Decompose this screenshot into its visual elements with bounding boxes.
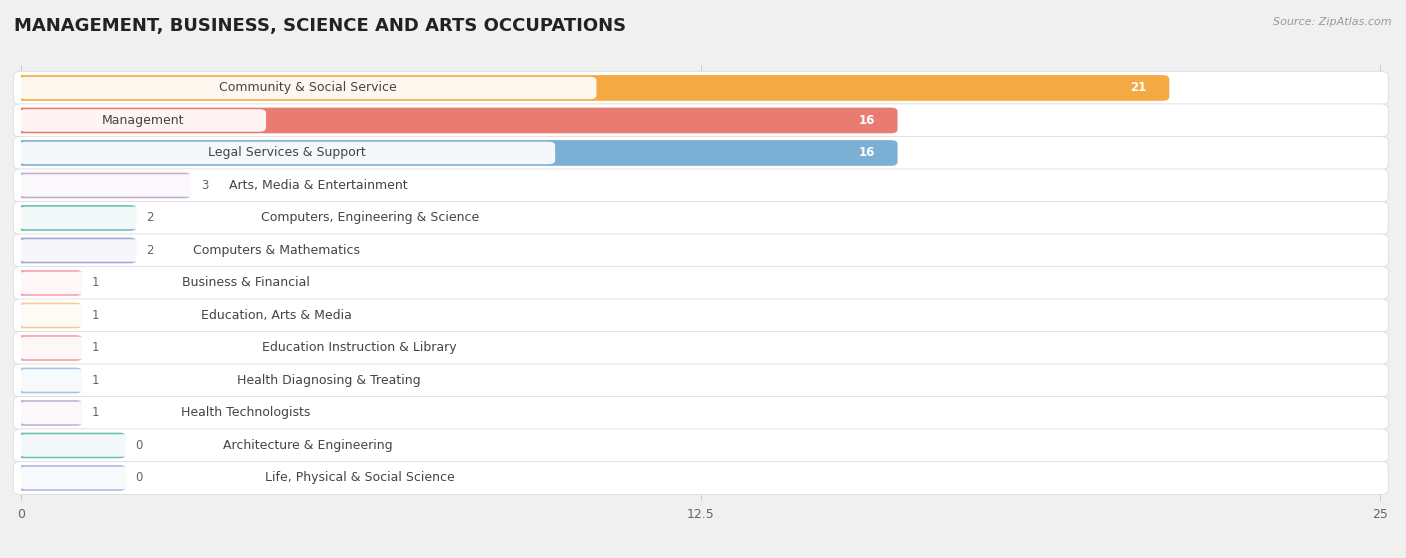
Text: Education, Arts & Media: Education, Arts & Media: [201, 309, 353, 322]
FancyBboxPatch shape: [20, 272, 472, 294]
Text: Legal Services & Support: Legal Services & Support: [208, 146, 366, 160]
Text: Life, Physical & Social Science: Life, Physical & Social Science: [264, 472, 454, 484]
FancyBboxPatch shape: [20, 369, 638, 392]
Text: Community & Social Service: Community & Social Service: [219, 81, 396, 94]
FancyBboxPatch shape: [13, 71, 1388, 104]
FancyBboxPatch shape: [13, 364, 1388, 397]
Text: Computers, Engineering & Science: Computers, Engineering & Science: [260, 211, 479, 224]
FancyBboxPatch shape: [20, 336, 700, 359]
FancyBboxPatch shape: [20, 77, 596, 99]
FancyBboxPatch shape: [15, 302, 83, 328]
FancyBboxPatch shape: [13, 136, 1388, 170]
Text: Health Diagnosing & Treating: Health Diagnosing & Treating: [236, 374, 420, 387]
FancyBboxPatch shape: [20, 142, 555, 164]
Text: Health Technologists: Health Technologists: [181, 406, 311, 420]
FancyBboxPatch shape: [20, 434, 596, 456]
Text: Business & Financial: Business & Financial: [181, 276, 309, 290]
FancyBboxPatch shape: [20, 304, 534, 326]
FancyBboxPatch shape: [15, 335, 83, 361]
Text: 1: 1: [93, 341, 100, 354]
FancyBboxPatch shape: [13, 461, 1388, 494]
Text: 21: 21: [1130, 81, 1146, 94]
Text: 1: 1: [93, 406, 100, 420]
Text: 16: 16: [858, 114, 875, 127]
Text: 2: 2: [146, 211, 155, 224]
FancyBboxPatch shape: [15, 172, 191, 198]
FancyBboxPatch shape: [13, 266, 1388, 300]
Text: 1: 1: [93, 309, 100, 322]
FancyBboxPatch shape: [20, 174, 617, 197]
FancyBboxPatch shape: [13, 234, 1388, 267]
Text: 1: 1: [93, 374, 100, 387]
FancyBboxPatch shape: [15, 75, 1170, 101]
Text: 3: 3: [201, 179, 208, 192]
Text: 1: 1: [93, 276, 100, 290]
FancyBboxPatch shape: [15, 368, 83, 393]
FancyBboxPatch shape: [15, 140, 897, 166]
FancyBboxPatch shape: [13, 396, 1388, 430]
FancyBboxPatch shape: [13, 104, 1388, 137]
FancyBboxPatch shape: [13, 331, 1388, 364]
Text: Management: Management: [101, 114, 184, 127]
FancyBboxPatch shape: [15, 270, 83, 296]
FancyBboxPatch shape: [13, 299, 1388, 332]
FancyBboxPatch shape: [13, 169, 1388, 202]
Text: 16: 16: [858, 146, 875, 160]
Text: Arts, Media & Entertainment: Arts, Media & Entertainment: [229, 179, 408, 192]
FancyBboxPatch shape: [20, 109, 266, 132]
Text: Education Instruction & Library: Education Instruction & Library: [262, 341, 457, 354]
FancyBboxPatch shape: [20, 239, 534, 262]
Text: 0: 0: [135, 472, 143, 484]
FancyBboxPatch shape: [13, 429, 1388, 462]
Text: Source: ZipAtlas.com: Source: ZipAtlas.com: [1274, 17, 1392, 27]
FancyBboxPatch shape: [15, 465, 125, 491]
Text: 2: 2: [146, 244, 155, 257]
FancyBboxPatch shape: [20, 207, 720, 229]
Text: Computers & Mathematics: Computers & Mathematics: [194, 244, 360, 257]
FancyBboxPatch shape: [20, 466, 700, 489]
FancyBboxPatch shape: [15, 205, 136, 231]
Text: Architecture & Engineering: Architecture & Engineering: [224, 439, 392, 452]
FancyBboxPatch shape: [15, 400, 83, 426]
FancyBboxPatch shape: [13, 201, 1388, 234]
FancyBboxPatch shape: [15, 108, 897, 133]
Text: 0: 0: [135, 439, 143, 452]
FancyBboxPatch shape: [20, 402, 472, 424]
FancyBboxPatch shape: [15, 432, 125, 458]
FancyBboxPatch shape: [15, 238, 136, 263]
Text: MANAGEMENT, BUSINESS, SCIENCE AND ARTS OCCUPATIONS: MANAGEMENT, BUSINESS, SCIENCE AND ARTS O…: [14, 17, 626, 35]
